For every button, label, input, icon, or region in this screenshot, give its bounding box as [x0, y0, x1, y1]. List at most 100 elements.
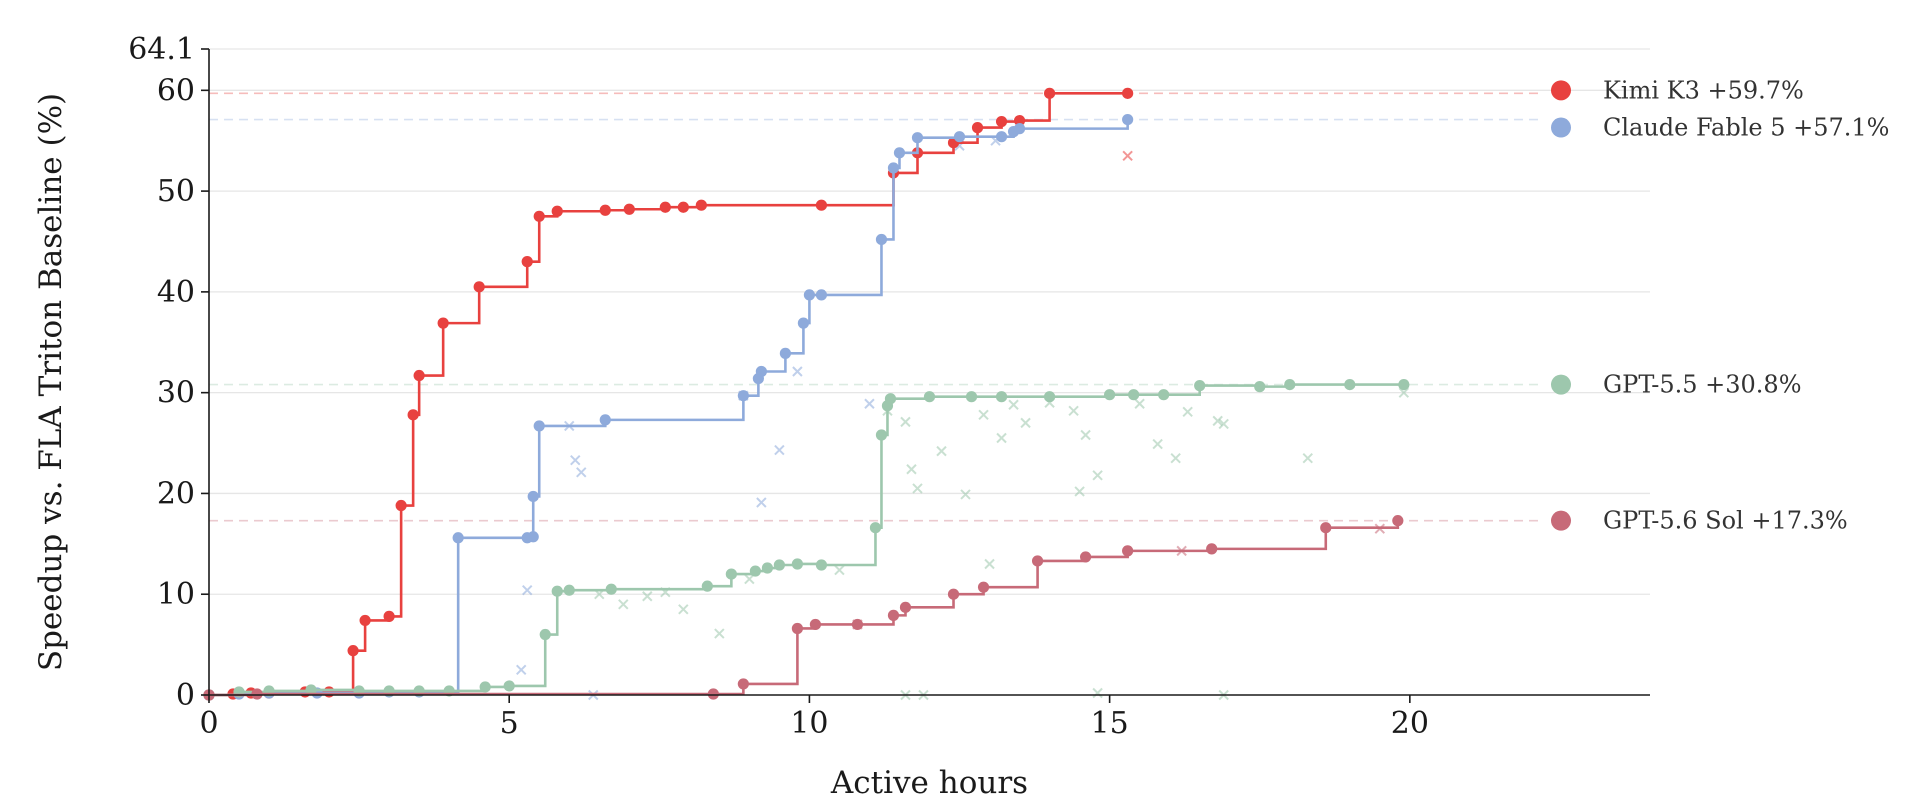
y-tick-label-7: 64.1: [128, 32, 195, 67]
attempt-x-claude-fable-5-6: [756, 497, 767, 508]
point-kimi-k3-14: [521, 256, 533, 268]
attempt-x-gpt-5-5-2: [642, 591, 653, 602]
attempt-x-gpt-5-5-26: [1212, 415, 1223, 427]
point-gpt-5-5-17: [761, 562, 773, 574]
point-gpt-5-6-sol-14: [1206, 543, 1218, 555]
point-kimi-k3-9: [395, 499, 407, 512]
attempt-x-gpt-5-5-20: [1080, 429, 1091, 441]
attempt-markers: [516, 135, 1410, 701]
point-gpt-5-5-29: [1104, 389, 1116, 401]
attempt-x-gpt-5-5-35: [1074, 486, 1085, 497]
point-gpt-5-6-sol-8: [899, 601, 912, 613]
point-kimi-k3-15: [533, 210, 545, 222]
point-gpt-5-6-sol-1: [251, 688, 263, 700]
attempt-x-gpt-5-5-15: [996, 432, 1007, 444]
point-gpt-5-5-20: [815, 559, 828, 571]
point-claude-fable-5-13: [737, 390, 749, 402]
series-step-lines: [203, 87, 1410, 701]
point-gpt-5-6-sol-16: [1392, 515, 1404, 527]
series-gpt-5-5: [203, 378, 1410, 701]
point-gpt-5-5-27: [995, 391, 1008, 403]
point-kimi-k3-11: [413, 369, 425, 382]
point-gpt-5-5-11: [551, 585, 563, 597]
series-claude-fable-5: [203, 113, 1134, 701]
point-claude-fable-5-7: [452, 532, 464, 544]
point-gpt-5-5-33: [1254, 381, 1266, 393]
point-gpt-5-5-18: [773, 559, 785, 571]
axes: 0 10 20 30 40 50 60 64.1 0 5 10 15 20: [128, 32, 1650, 741]
y-tick-label-6: 60: [157, 73, 195, 108]
point-kimi-k3-18: [623, 203, 635, 215]
point-claude-fable-5-16: [779, 347, 792, 359]
point-gpt-5-6-sol-12: [1080, 551, 1092, 563]
y-tick-label-0: 0: [176, 678, 195, 713]
x-tick-label-4: 20: [1391, 706, 1429, 741]
legend-label-kimi-k3: Kimi K3 +59.7%: [1603, 76, 1804, 104]
attempt-x-gpt-5-5-19: [1068, 405, 1079, 417]
point-gpt-5-5-14: [701, 580, 713, 592]
x-tick-label-3: 15: [1091, 706, 1129, 741]
point-gpt-5-6-sol-3: [737, 678, 749, 690]
attempt-x-gpt-5-5-21: [1092, 470, 1103, 481]
attempt-x-claude-fable-5-9: [864, 398, 875, 409]
legend-marker-kimi-k3: [1551, 80, 1571, 101]
point-gpt-5-5-19: [791, 558, 804, 570]
y-tick-label-5: 50: [157, 174, 195, 209]
point-gpt-5-5-34: [1284, 378, 1296, 391]
x-tick-label-2: 10: [790, 706, 828, 741]
attempt-x-gpt-5-5-24: [1170, 452, 1181, 464]
point-gpt-5-5-24: [884, 393, 897, 405]
point-kimi-k3-17: [599, 204, 611, 216]
y-axis-title: Speedup vs. FLA Triton Baseline (%): [33, 93, 69, 671]
attempt-x-gpt-5-5-16: [1008, 399, 1019, 410]
step-line-kimi-k3: [209, 92, 1128, 697]
point-claude-fable-5-11: [533, 420, 545, 432]
point-claude-fable-5-10: [527, 490, 539, 503]
point-claude-fable-5-18: [803, 289, 816, 301]
attempt-x-gpt-5-5-27: [1218, 418, 1229, 430]
attempt-x-gpt-5-5-6: [744, 573, 755, 585]
legend-label-claude-fable-5: Claude Fable 5 +57.1%: [1603, 114, 1889, 142]
point-claude-fable-5-27: [1013, 123, 1026, 135]
attempt-x-gpt-5-5-28: [1302, 452, 1313, 464]
point-gpt-5-5-25: [923, 391, 936, 403]
attempt-x-gpt-5-5-29: [1398, 387, 1410, 398]
point-gpt-5-5-8: [479, 681, 491, 693]
legend-label-gpt-5-5: GPT-5.5 +30.8%: [1603, 371, 1802, 399]
step-line-gpt-5-6-sol: [209, 520, 1400, 697]
attempt-x-gpt-5-5-17: [1020, 417, 1031, 429]
point-gpt-5-5-12: [563, 584, 575, 596]
point-claude-fable-5-15: [755, 365, 767, 378]
attempt-x-gpt-5-5-12: [936, 445, 947, 457]
legend-marker-gpt-5-5: [1551, 374, 1571, 395]
point-claude-fable-5-20: [875, 233, 888, 246]
attempt-x-claude-fable-5-8: [792, 366, 803, 377]
attempt-x-gpt-5-5-25: [1182, 406, 1193, 418]
point-kimi-k3-7: [359, 614, 371, 627]
attempt-x-gpt-5-5-1: [618, 599, 629, 610]
attempt-x-gpt-5-5-32: [1092, 687, 1103, 699]
point-gpt-5-5-35: [1344, 378, 1356, 391]
point-gpt-5-6-sol-13: [1122, 545, 1134, 557]
final-value-reference-lines: [209, 92, 1540, 522]
attempt-x-gpt-5-5-22: [1134, 398, 1145, 409]
point-gpt-5-5-28: [1043, 391, 1056, 403]
attempt-x-claude-fable-5-1: [522, 584, 533, 596]
point-gpt-5-6-sol-5: [809, 618, 822, 631]
y-tick-label-1: 10: [157, 577, 195, 612]
point-kimi-k3-20: [677, 201, 689, 213]
point-claude-fable-5-22: [893, 147, 906, 159]
point-kimi-k3-16: [551, 205, 563, 217]
attempt-x-gpt-5-5-14: [978, 409, 989, 421]
attempt-x-gpt-5-5-4: [678, 604, 689, 615]
x-tick-label-1: 5: [500, 706, 519, 741]
point-kimi-k3-27: [995, 115, 1008, 128]
attempt-x-gpt-5-5-9: [900, 416, 911, 428]
point-claude-fable-5-25: [995, 131, 1008, 143]
attempt-x-gpt-5-5-34: [984, 558, 995, 570]
point-claude-fable-5-23: [911, 132, 924, 144]
point-claude-fable-5-17: [797, 317, 810, 329]
point-gpt-5-5-15: [725, 568, 737, 580]
x-axis-title: Active hours: [830, 765, 1028, 801]
